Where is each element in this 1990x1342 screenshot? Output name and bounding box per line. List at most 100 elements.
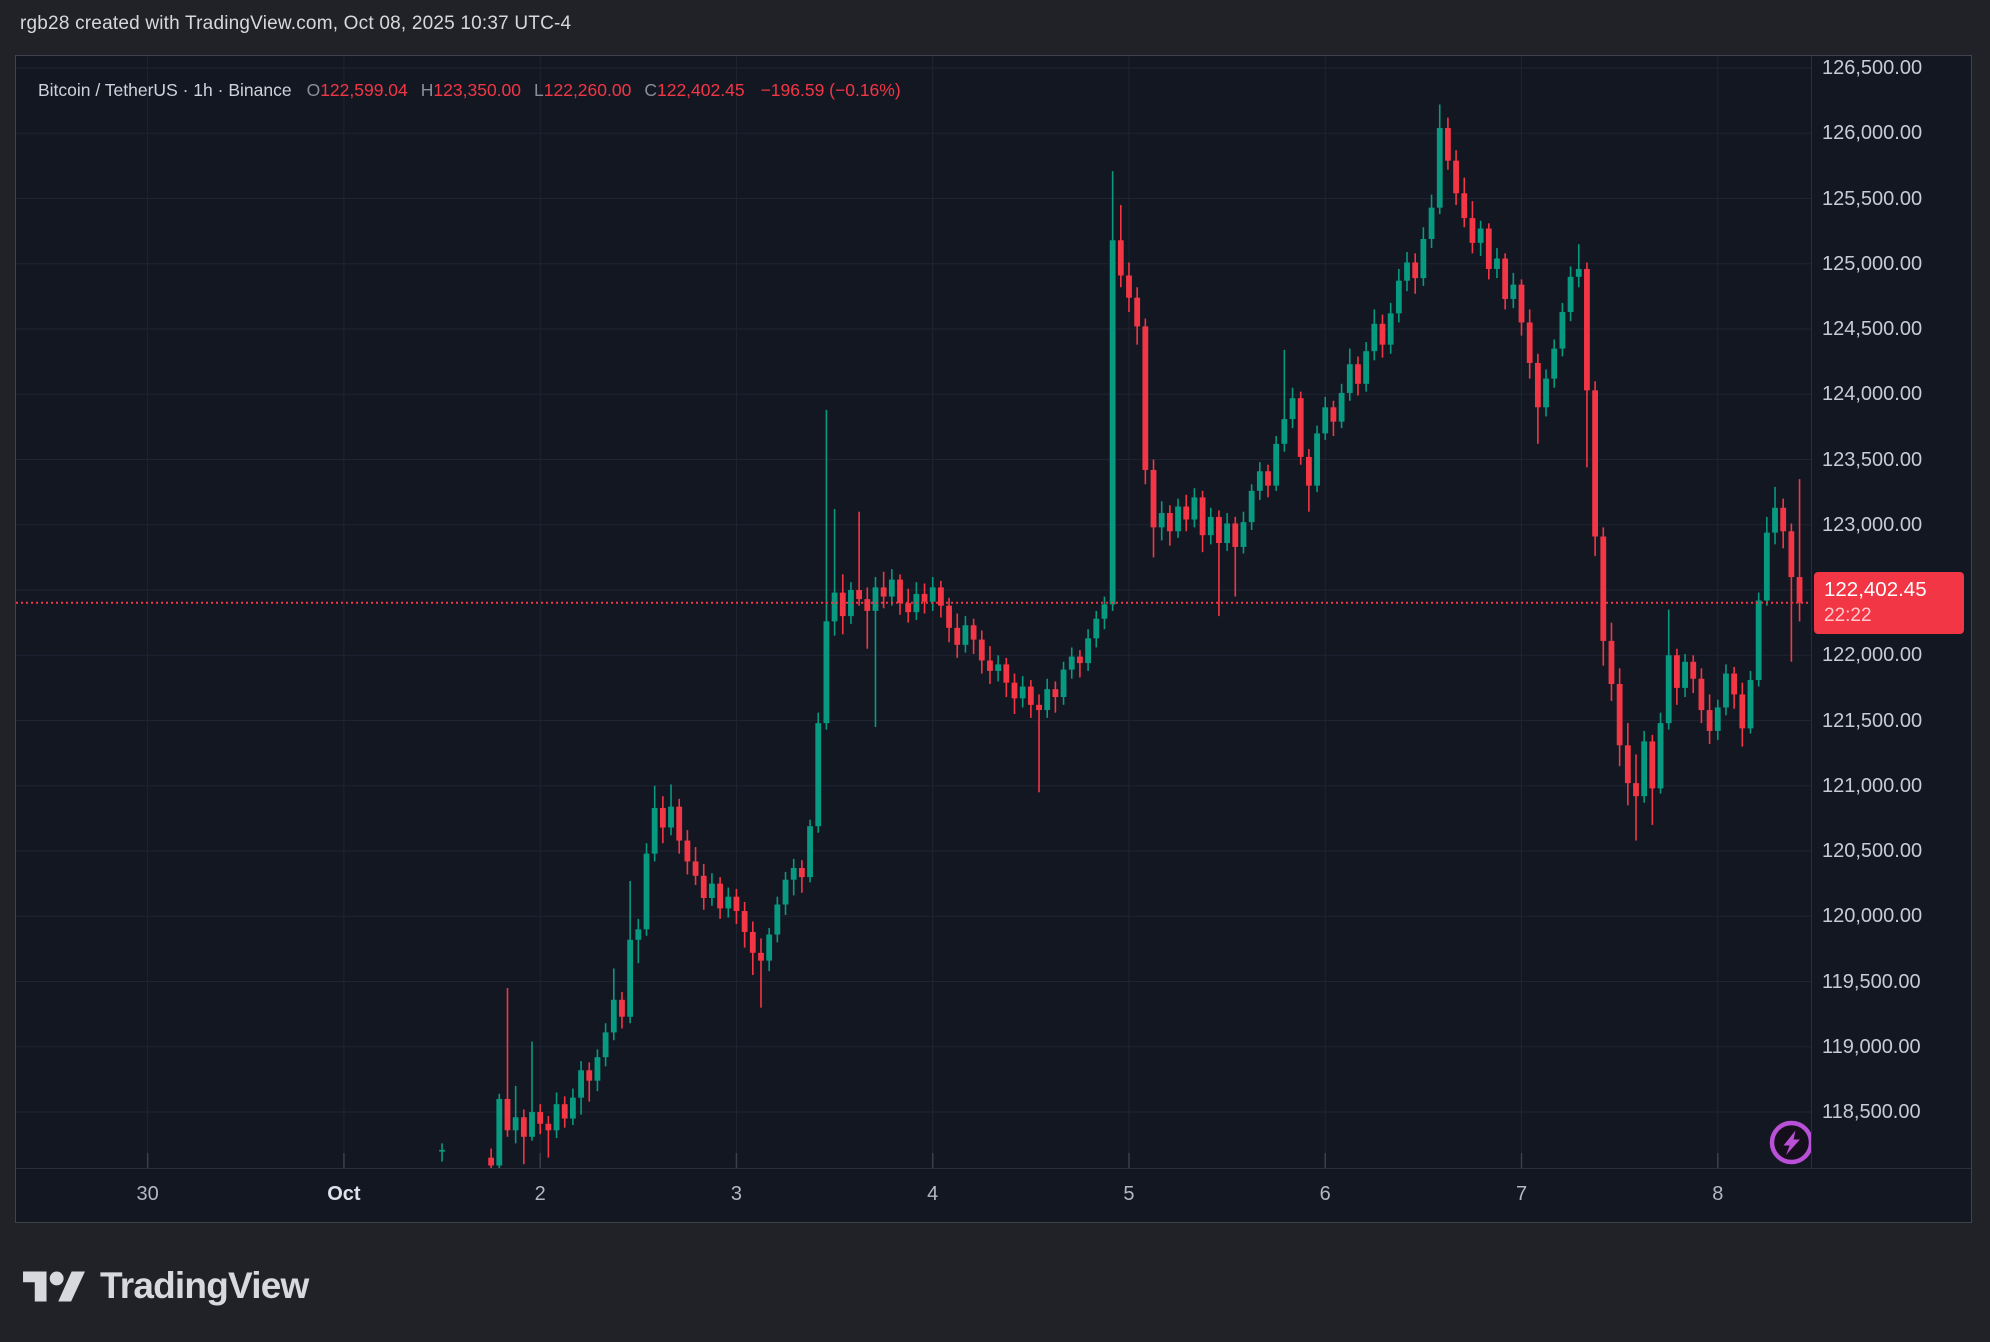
tradingview-wordmark[interactable]: TradingView — [100, 1265, 309, 1306]
candle — [627, 939, 634, 1017]
price-axis-label: 126,500.00 — [1822, 57, 1923, 80]
candle — [1584, 268, 1590, 391]
candle — [766, 934, 773, 961]
candle — [741, 911, 748, 932]
candle — [1379, 323, 1386, 345]
candle — [529, 1112, 535, 1137]
candle — [1101, 604, 1108, 619]
candle — [929, 587, 936, 602]
candle — [1126, 275, 1132, 298]
candle — [520, 1117, 527, 1137]
candle — [610, 999, 617, 1033]
price-change: −196.59 (−0.16%) — [760, 80, 901, 100]
candle — [1232, 523, 1239, 547]
candle — [1289, 398, 1296, 420]
candle — [856, 590, 863, 600]
candle — [1355, 364, 1361, 384]
candle — [1216, 516, 1222, 544]
price-axis-label: 121,000.00 — [1822, 774, 1923, 797]
candle — [1600, 536, 1607, 641]
candle — [1093, 618, 1100, 639]
candle — [1567, 276, 1574, 313]
candle — [987, 660, 993, 671]
time-axis-label: Oct — [327, 1183, 361, 1205]
candle — [709, 883, 715, 898]
candle — [1494, 258, 1500, 269]
candle — [831, 592, 838, 622]
symbol-title: Bitcoin / TetherUS · 1h · Binance — [38, 80, 292, 100]
attribution-text: rgb28 created with TradingView.com, Oct … — [20, 13, 572, 34]
price-axis-label: 123,500.00 — [1822, 448, 1923, 471]
tradingview-logo-icon[interactable] — [23, 1263, 85, 1310]
candle — [1445, 128, 1451, 161]
candle — [978, 639, 985, 661]
candle — [807, 826, 813, 878]
candle — [1698, 678, 1705, 711]
candle — [1281, 419, 1288, 444]
candle — [1772, 507, 1778, 533]
candle — [1240, 522, 1247, 547]
candle — [1649, 741, 1656, 789]
candle — [872, 587, 879, 611]
candle — [1142, 326, 1149, 470]
candle — [496, 1098, 503, 1166]
chart-legend: Bitcoin / TetherUS · 1h · Binance O122,5… — [38, 80, 901, 101]
candle — [954, 627, 961, 645]
candle — [1624, 745, 1631, 784]
price-axis-label: 126,000.00 — [1822, 122, 1923, 145]
candle — [1404, 262, 1410, 281]
candle — [1183, 506, 1190, 520]
candle — [1682, 661, 1688, 688]
candle — [905, 603, 912, 613]
chart-pane[interactable]: Bitcoin / TetherUS · 1h · Binance O122,5… — [16, 56, 1811, 1168]
price-axis-label: 122,000.00 — [1822, 644, 1923, 667]
candle — [1469, 218, 1476, 243]
time-axis-label: 30 — [136, 1183, 159, 1205]
candle — [692, 861, 699, 876]
candle — [1502, 258, 1509, 299]
price-axis-label: 118,500.00 — [1822, 1101, 1921, 1123]
candle — [1060, 669, 1067, 698]
price-axis-label: 119,000.00 — [1822, 1035, 1921, 1058]
lightning-icon[interactable] — [1768, 1119, 1811, 1166]
candle — [1420, 238, 1427, 279]
candle — [1534, 362, 1541, 408]
candle — [1191, 497, 1198, 520]
candle — [561, 1104, 568, 1119]
candle — [1158, 513, 1165, 528]
candle — [1395, 280, 1402, 314]
candle — [1616, 683, 1623, 746]
candle — [1256, 471, 1263, 491]
ohlc-group: O122,599.04 H123,350.00 L122,260.00 C122,40… — [307, 80, 901, 101]
candle — [1109, 240, 1116, 605]
candle — [1068, 656, 1075, 670]
candle — [921, 593, 928, 602]
candle — [1510, 284, 1517, 299]
candle — [1305, 456, 1312, 486]
candle — [643, 853, 650, 930]
price-axis-label: 124,500.00 — [1822, 318, 1923, 340]
candle — [1314, 433, 1320, 486]
time-axis-label: 7 — [1515, 1183, 1528, 1205]
candle — [1412, 262, 1419, 279]
last-price: 122,402.45 — [1824, 577, 1927, 601]
ohlc-item: O122,599.04 — [306, 80, 408, 100]
candle — [1150, 469, 1157, 528]
candle — [1551, 348, 1558, 379]
candle — [815, 723, 822, 827]
price-axis[interactable]: 122,402.45 22:22 126,500.00 126,000.00 125… — [1811, 56, 1972, 1168]
time-axis[interactable]: 30 Oct 2 3 4 5 6 7 8 — [16, 1168, 1971, 1222]
candle — [1526, 322, 1533, 363]
candle — [790, 867, 797, 880]
candle — [798, 867, 805, 878]
candle — [1780, 507, 1787, 532]
candle — [1575, 268, 1582, 277]
candle — [659, 807, 666, 828]
candle — [553, 1104, 560, 1131]
candle — [488, 1157, 495, 1166]
candle — [1477, 228, 1484, 243]
candle — [586, 1070, 593, 1081]
candle — [1134, 297, 1141, 327]
candle — [1027, 686, 1034, 705]
candle — [545, 1123, 552, 1131]
